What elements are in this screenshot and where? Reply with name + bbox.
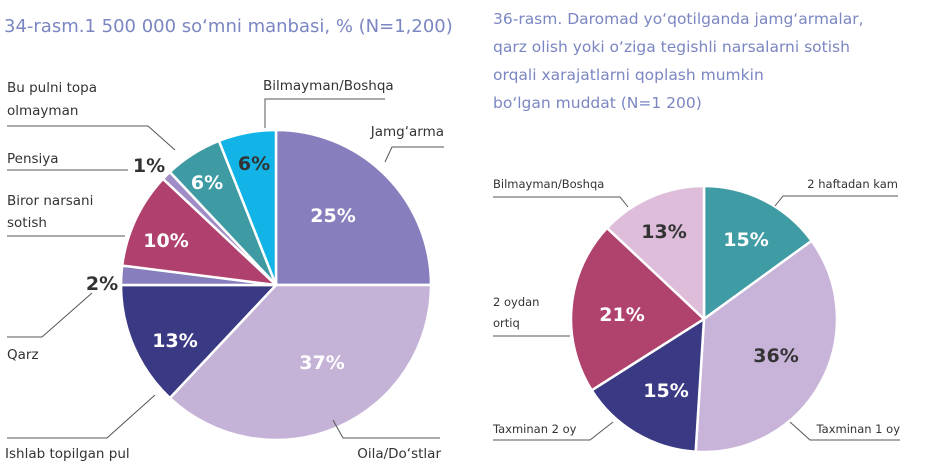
leader-line: [493, 421, 614, 441]
leader-line: [7, 394, 156, 439]
pct-taxminan-2: 15%: [643, 380, 688, 402]
chart2-title-line3: orqali xarajatlarni qoplash mumkin: [493, 66, 764, 84]
pie-slice-2-oydan-ortiq: [569, 226, 706, 392]
leader-line: [264, 98, 385, 128]
pie-slice-taxminan-1-oy: [694, 239, 839, 454]
leader-line: [332, 419, 440, 439]
pct-biror: 10%: [143, 230, 188, 252]
label-2-haftadan: 2 haftadan kam: [807, 177, 898, 191]
leader-line: [774, 195, 898, 207]
pct-oila: 37%: [299, 352, 344, 374]
label-bu-pulni-1: Bu pulni topa: [7, 80, 97, 96]
pct-qarz: 2%: [86, 273, 118, 295]
label-qarz: Qarz: [7, 347, 39, 363]
label-2-oydan-1: 2 oydan: [493, 295, 539, 309]
pct-2-haftadan: 15%: [723, 229, 768, 251]
pie-chart-1: [119, 128, 433, 442]
pie-slice-2-haftadan-kam: [702, 184, 813, 321]
leader-line: [384, 146, 444, 163]
pct-bu-pulni: 6%: [191, 172, 223, 194]
pie-slice-bilmayman-boshqa: [605, 184, 706, 321]
label-biror-2: sotish: [7, 215, 47, 231]
label-ishlab: Ishlab topilgan pul: [5, 446, 130, 462]
pie-slice-biror-narsani-sotish: [120, 177, 278, 287]
chart2-title-line1: 36-rasm. Daromad yo‘qotilganda jamg‘arma…: [493, 10, 864, 28]
pct-bilmayman: 6%: [238, 153, 270, 175]
pie-slice-bilmayman-boshqa: [217, 128, 278, 287]
leader-line: [493, 196, 629, 208]
label-2-oydan-2: ortiq: [493, 316, 520, 330]
pie-slice-ishlab-topilgan-pul: [119, 283, 278, 400]
chart2-title-line2: qarz olish yoki o‘ziga tegishli narsalar…: [493, 38, 850, 56]
pie-chart-2: [569, 184, 839, 454]
chart2-title-line4: bo‘lgan muddat (N=1 200): [493, 94, 702, 112]
leader-line: [789, 421, 900, 441]
pct-2-oydan: 21%: [599, 304, 644, 326]
label-bilmayman: Bilmayman/Boshqa: [263, 78, 394, 94]
pct-pensiya: 1%: [133, 155, 165, 177]
label-biror-1: Biror narsani: [7, 193, 93, 209]
label-bu-pulni-2: olmayman: [7, 103, 78, 119]
pie-slice-taxminan-2-oy: [590, 317, 706, 453]
label-taxminan-1: Taxminan 1 oy: [816, 422, 901, 436]
pct-taxminan-1: 36%: [753, 345, 798, 367]
pct-ishlab: 13%: [152, 330, 197, 352]
label-oila: Oila/Do‘stlar: [357, 446, 441, 462]
leader-line: [7, 125, 176, 151]
pct-jamgarma: 25%: [310, 205, 355, 227]
pie-slice-jamg-arma: [274, 128, 433, 287]
label-taxminan-2: Taxminan 2 oy: [492, 422, 577, 436]
label-bilmayman-2: Bilmayman/Boshqa: [493, 177, 604, 191]
chart1-title: 34-rasm.1 500 000 so‘mni manbasi, % (N=1…: [4, 16, 453, 37]
label-jamgarma: Jamg‘arma: [370, 124, 444, 140]
pct-bilmayman-2: 13%: [641, 221, 686, 243]
leader-line: [7, 292, 93, 338]
label-pensiya: Pensiya: [7, 151, 59, 167]
